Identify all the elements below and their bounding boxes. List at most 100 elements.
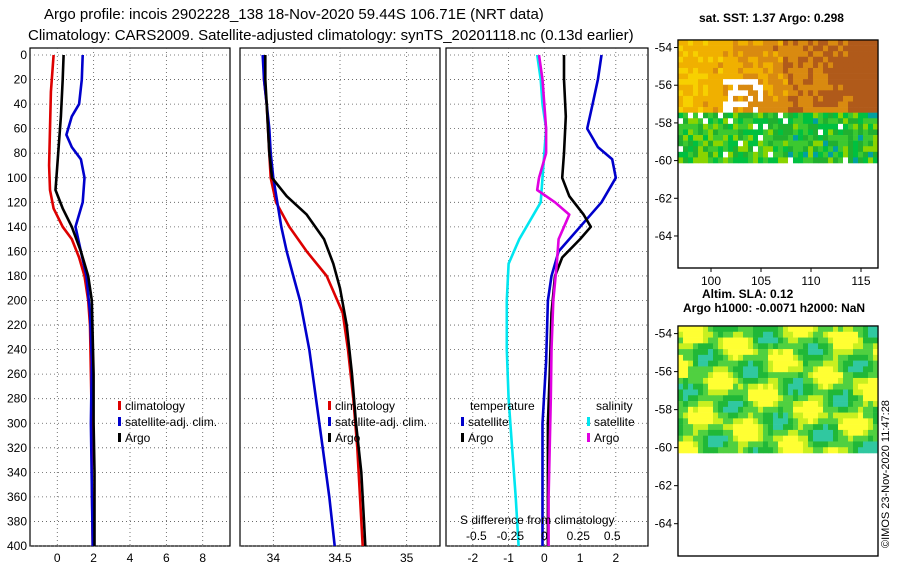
map-cell xyxy=(773,401,779,408)
map-cell xyxy=(743,441,749,448)
map-cell xyxy=(873,146,879,153)
map-cell xyxy=(733,424,739,431)
map-cell xyxy=(833,51,839,58)
map-cell xyxy=(823,79,829,86)
map-cell xyxy=(683,326,689,333)
map-cell xyxy=(808,447,814,454)
map-cell xyxy=(803,354,809,361)
map-cell xyxy=(683,112,689,119)
map-cell xyxy=(828,383,834,390)
map-cell xyxy=(843,73,849,80)
map-cell xyxy=(743,435,749,442)
map-cell xyxy=(708,40,714,46)
map-cell xyxy=(693,62,699,69)
map-cell xyxy=(858,101,864,108)
y-tick-label: 20 xyxy=(14,73,28,87)
map-cell xyxy=(768,62,774,69)
map-cell xyxy=(783,366,789,373)
map-cell xyxy=(808,135,814,141)
map-cell xyxy=(703,331,709,338)
y-tick-label: 300 xyxy=(7,416,27,430)
map-cell xyxy=(868,429,874,436)
y-tick-label: 280 xyxy=(7,392,27,406)
map-cell xyxy=(838,418,844,425)
map-cell xyxy=(683,401,689,408)
map-cell xyxy=(683,395,689,402)
map-cell xyxy=(848,441,854,448)
temperature-legend: climatology satellite-adj. clim. Argo xyxy=(118,399,217,445)
map-cell xyxy=(843,412,849,419)
map-cell xyxy=(728,62,734,69)
map-cell xyxy=(703,79,709,86)
map-cell xyxy=(808,389,814,396)
map-cell xyxy=(768,112,774,119)
map-cell xyxy=(858,377,864,385)
map-cell xyxy=(683,140,689,147)
map-cell xyxy=(718,45,724,52)
map-cell xyxy=(688,331,694,338)
map-cell xyxy=(858,389,864,396)
x-tick-label: -1 xyxy=(503,551,514,565)
map-cell xyxy=(868,441,874,448)
map-cell xyxy=(873,79,879,86)
map-cell xyxy=(738,101,744,108)
map-cell xyxy=(798,129,804,136)
map-cell xyxy=(738,360,744,367)
map-cell xyxy=(698,447,704,454)
map-cell xyxy=(818,331,824,338)
map-cell xyxy=(703,429,709,436)
y-tick-label: 360 xyxy=(7,490,27,504)
map-cell xyxy=(853,372,859,379)
map-cell xyxy=(863,123,869,130)
map-cell xyxy=(768,435,774,442)
map-cell xyxy=(713,429,719,436)
map-cell xyxy=(698,349,704,356)
map-cell xyxy=(718,107,724,113)
map-cell xyxy=(838,79,844,86)
map-cell xyxy=(798,412,804,419)
map-cell xyxy=(763,90,769,97)
map-cell xyxy=(863,429,869,436)
map-cell xyxy=(768,107,774,113)
map-cell xyxy=(783,360,789,367)
map-cell xyxy=(793,377,799,385)
map-cell xyxy=(813,424,819,431)
map-cell xyxy=(783,129,789,136)
map-cell xyxy=(728,73,734,80)
map-cell xyxy=(678,67,684,74)
map-y-tick-label: -60 xyxy=(655,441,673,455)
map-cell xyxy=(713,401,719,408)
map-cell xyxy=(828,401,834,408)
map-cell xyxy=(863,56,869,63)
map-cell xyxy=(688,383,694,390)
map-cell xyxy=(853,360,859,367)
map-cell xyxy=(683,45,689,52)
map-cell xyxy=(778,424,784,431)
map-cell xyxy=(678,441,684,448)
map-cell xyxy=(733,343,739,350)
map-cell xyxy=(688,73,694,80)
map-cell xyxy=(868,123,874,130)
map-cell xyxy=(788,90,794,97)
map-cell xyxy=(723,360,729,367)
map-cell xyxy=(808,79,814,86)
map-cell xyxy=(828,123,834,130)
map-cell xyxy=(798,146,804,153)
map-cell xyxy=(708,412,714,419)
map-cell xyxy=(763,79,769,86)
map-cell xyxy=(748,435,754,442)
map-cell xyxy=(708,389,714,396)
map-cell xyxy=(838,95,844,102)
map-cell xyxy=(833,372,839,379)
map-cell xyxy=(703,418,709,425)
map-cell xyxy=(748,151,754,158)
map-cell xyxy=(778,135,784,141)
map-cell xyxy=(718,372,724,379)
map-cell xyxy=(763,354,769,361)
map-cell xyxy=(778,157,784,164)
map-cell xyxy=(713,56,719,63)
map-cell xyxy=(733,429,739,436)
map-cell xyxy=(778,140,784,147)
map-cell xyxy=(863,424,869,431)
